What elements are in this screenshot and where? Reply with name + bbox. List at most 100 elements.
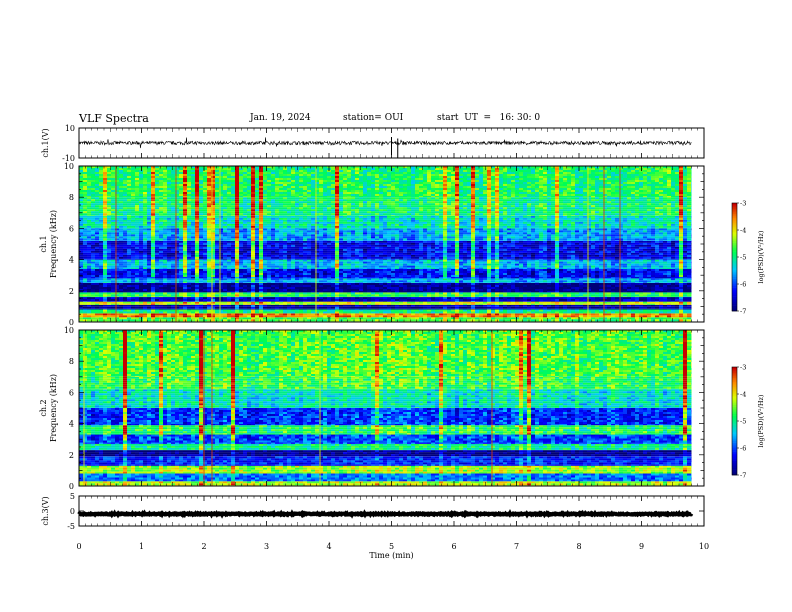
spectrogram-cell [207, 292, 211, 294]
spectrogram-cell [255, 317, 259, 319]
spectrogram-cell [635, 285, 639, 287]
spectrogram-cell [327, 282, 331, 283]
spectrogram-cell [391, 275, 395, 277]
spectrogram-cell [263, 291, 267, 292]
spectrogram-cell [439, 282, 443, 283]
spectrogram-cell [551, 277, 555, 278]
spectrogram-cell [319, 296, 323, 297]
spectrogram-cell [595, 287, 599, 289]
spectrogram-cell [367, 297, 371, 299]
spectrogram-cell [595, 297, 599, 299]
spectrogram-cell [351, 269, 355, 271]
spectrogram-cell [371, 305, 375, 307]
spectrogram-cell [247, 296, 251, 297]
spectrogram-cell [543, 275, 547, 277]
spectrogram-cell [259, 307, 263, 309]
spectrogram-cell [459, 296, 463, 297]
spectrogram-cell [655, 277, 659, 278]
spectrogram-cell [567, 297, 571, 299]
spectrogram-cell [511, 312, 515, 314]
spectrogram-cell [423, 287, 427, 289]
spectrogram-cell [291, 269, 295, 271]
spectrogram-cell [231, 273, 235, 275]
spectrogram-cell [187, 317, 191, 319]
spectrogram-cell [163, 296, 167, 297]
spectrogram-cell [515, 312, 519, 314]
spectrogram-cell [427, 305, 431, 307]
spectrogram-cell [199, 307, 203, 309]
spectrogram-cell [647, 310, 651, 312]
spectrogram-cell [91, 302, 95, 304]
spectrogram-cell [355, 269, 359, 271]
spectrogram-cell [539, 289, 543, 291]
spectrogram-cell [523, 275, 527, 277]
spectrogram-cell [631, 319, 635, 321]
spectrogram-cell [499, 317, 503, 319]
spectrogram-cell [111, 310, 115, 312]
spectrogram-cell [503, 309, 507, 310]
spectrogram-cell [579, 305, 583, 307]
spectrogram-cell [287, 277, 291, 278]
spectrogram-cell [83, 299, 87, 301]
spectrogram-cell [287, 312, 291, 314]
spectrogram-cell [323, 283, 327, 285]
spectrogram-cell [595, 312, 599, 314]
spectrogram-cell [227, 280, 231, 282]
spectrogram-cell [571, 283, 575, 285]
spectrogram-cell [151, 312, 155, 314]
spectrogram-cell [119, 285, 123, 287]
spectrogram-cell [247, 294, 251, 296]
spectrogram-cell [515, 309, 519, 310]
spectrogram-cell [275, 292, 279, 294]
spectrogram-cell [339, 269, 343, 271]
spectrogram-cell [275, 285, 279, 287]
spectrogram-cell [663, 312, 667, 314]
spectrogram-cell [251, 297, 255, 299]
spectrogram-cell [107, 315, 111, 317]
spectrogram-cell [339, 304, 343, 305]
spectrogram-cell [475, 271, 479, 273]
spectrogram-cell [251, 294, 255, 296]
spectrogram-cell [431, 312, 435, 314]
spectrogram-cell [591, 291, 595, 292]
spectrogram-cell [271, 305, 275, 307]
spectrogram-cell [155, 312, 159, 314]
spectrogram-cell [467, 278, 471, 280]
spectrogram-cell [79, 317, 83, 319]
spectrogram-cell [275, 296, 279, 297]
spectrogram-cell [635, 278, 639, 280]
spectrogram-cell [403, 277, 407, 278]
spectrogram-cell [471, 307, 475, 309]
spectrogram-cell [135, 317, 139, 319]
spectrogram-cell [83, 278, 87, 280]
spectrogram-cell [183, 302, 187, 304]
spectrogram-cell [483, 271, 487, 273]
spectrogram-cell [391, 285, 395, 287]
spectrogram-cell [483, 310, 487, 312]
spectrogram-cell [515, 301, 519, 302]
spectrogram-cell [431, 291, 435, 292]
spectrogram-cell [279, 271, 283, 273]
spectrogram-cell [399, 275, 403, 277]
spectrogram-cell [447, 304, 451, 305]
spectrogram-cell [195, 305, 199, 307]
spectrogram-cell [687, 310, 691, 312]
spectrogram-cell [79, 280, 83, 282]
spectrogram-cell [151, 289, 155, 291]
spectrogram-cell [267, 319, 271, 321]
spectrogram-cell [151, 277, 155, 278]
spectrogram-cell [463, 305, 467, 307]
spectrogram-cell [455, 310, 459, 312]
spectrogram-cell [683, 294, 687, 296]
spectrogram-cell [419, 305, 423, 307]
spectrogram-cell [95, 307, 99, 309]
spectrogram-cell [615, 317, 619, 319]
spectrogram-cell [459, 273, 463, 275]
spectrogram-cell [391, 305, 395, 307]
spectrogram-cell [275, 312, 279, 314]
spectrogram-cell [167, 301, 171, 302]
spectrogram-cell [447, 294, 451, 296]
spectrogram-cell [351, 302, 355, 304]
spectrogram-cell [523, 297, 527, 299]
spectrogram-cell [303, 296, 307, 297]
